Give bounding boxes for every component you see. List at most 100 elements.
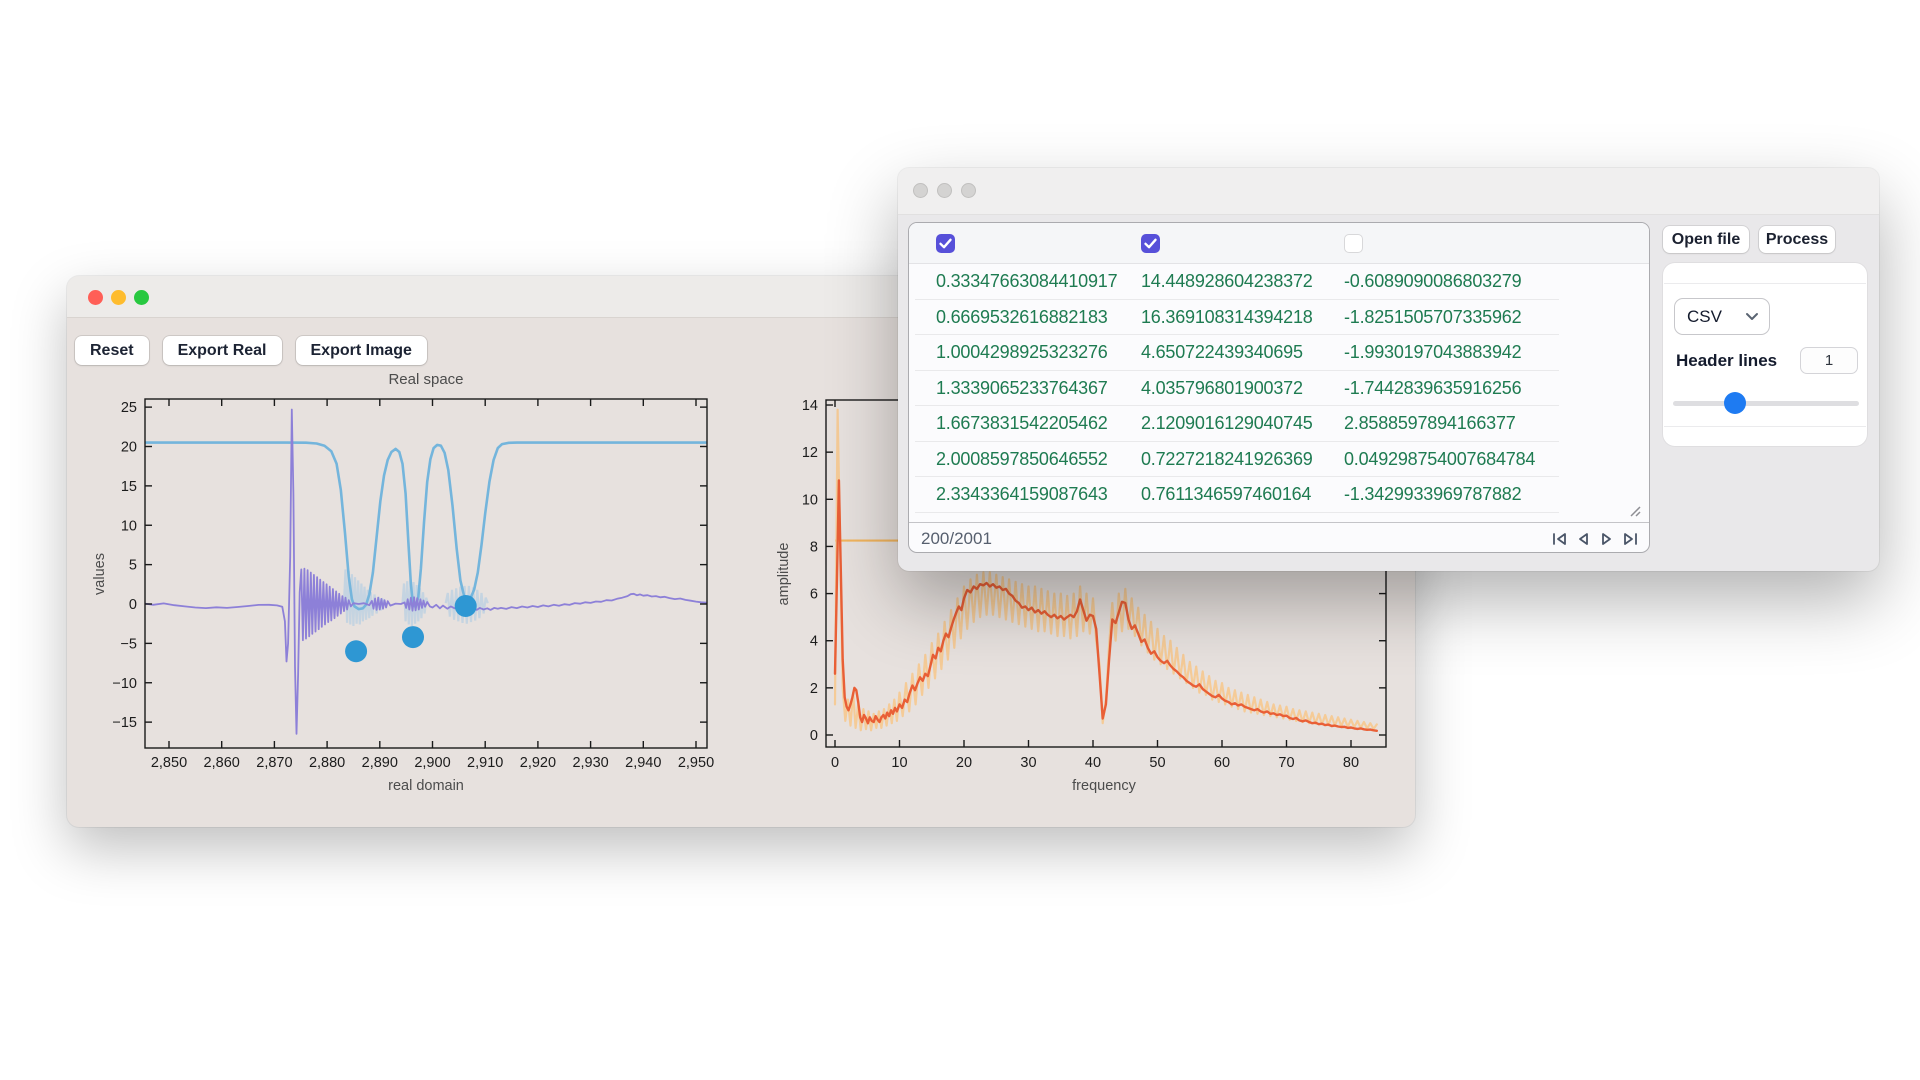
table-cell: -1.8251505707335962 xyxy=(1344,306,1522,327)
svg-text:−5: −5 xyxy=(120,636,137,652)
table-row[interactable]: 0.33347663084410917 14.448928604238372 -0.… xyxy=(909,264,1649,300)
import-options-card: CSV Header lines xyxy=(1663,263,1867,446)
table-cell: 0.33347663084410917 xyxy=(936,271,1118,292)
svg-text:2,880: 2,880 xyxy=(309,755,345,771)
table-cell: 0.6669532616882183 xyxy=(936,306,1108,327)
header-lines-input[interactable] xyxy=(1800,347,1858,374)
data-window: 0.33347663084410917 14.448928604238372 -0.… xyxy=(898,168,1879,571)
row-divider xyxy=(915,511,1559,513)
series-envelope xyxy=(145,441,707,611)
table-row[interactable]: 1.0004298925323276 4.650722439340695 -1.99… xyxy=(909,335,1649,371)
svg-text:2,870: 2,870 xyxy=(256,755,292,771)
slider-thumb[interactable] xyxy=(1724,392,1746,414)
table-cell: -1.3429933969787882 xyxy=(1344,484,1522,505)
header-lines-label: Header lines xyxy=(1676,351,1778,370)
table-row[interactable]: 2.0008597850646552 0.7227218241926369 0.04… xyxy=(909,442,1649,477)
table-cell: 14.448928604238372 xyxy=(1141,271,1313,292)
data-point-marker xyxy=(402,626,425,649)
table-cell: 2.1209016129040745 xyxy=(1141,413,1313,434)
svg-text:20: 20 xyxy=(121,440,137,456)
next-page-icon[interactable] xyxy=(1599,531,1614,547)
format-select[interactable]: CSV xyxy=(1674,298,1770,335)
prev-page-icon[interactable] xyxy=(1576,531,1591,547)
process-button[interactable]: Process xyxy=(1759,226,1835,253)
table-row[interactable]: 2.3343364159087643 0.7611346597460164 -1.3… xyxy=(909,477,1649,513)
row-divider xyxy=(915,405,1559,406)
export-image-button[interactable]: Export Image xyxy=(295,336,427,365)
table-cell: -0.6089090086803279 xyxy=(1344,271,1522,292)
svg-text:0: 0 xyxy=(129,597,137,613)
column-checkbox-row xyxy=(909,223,1649,264)
svg-text:25: 25 xyxy=(121,400,137,416)
svg-text:80: 80 xyxy=(1343,755,1359,771)
svg-text:10: 10 xyxy=(121,518,137,534)
card-divider xyxy=(1664,426,1866,427)
real-space-chart: 2,850 2,860 2,870 2,880 2,890 2,900 2,910 2,920… xyxy=(92,371,714,794)
svg-text:10: 10 xyxy=(891,755,907,771)
table-cell: 4.035796801900372 xyxy=(1141,377,1303,398)
table-cell: 4.650722439340695 xyxy=(1141,342,1303,363)
data-point-marker xyxy=(345,640,368,663)
table-rows: 0.33347663084410917 14.448928604238372 -0.… xyxy=(909,264,1649,513)
svg-text:0: 0 xyxy=(831,755,839,771)
table-row[interactable]: 1.3339065233764367 4.035796801900372 -1.74… xyxy=(909,371,1649,406)
chevron-down-icon xyxy=(1746,313,1758,320)
svg-text:0: 0 xyxy=(810,728,818,744)
table-row[interactable]: 0.6669532616882183 16.369108314394218 -1.8… xyxy=(909,300,1649,335)
header-lines-slider[interactable] xyxy=(1673,392,1859,414)
table-cell: 16.369108314394218 xyxy=(1141,306,1313,327)
data-window-titlebar[interactable] xyxy=(898,168,1879,215)
svg-text:5: 5 xyxy=(129,558,137,574)
first-page-icon[interactable] xyxy=(1551,531,1568,547)
table-cell: 0.7611346597460164 xyxy=(1141,484,1312,505)
maximize-icon[interactable] xyxy=(961,183,976,198)
last-page-icon[interactable] xyxy=(1622,531,1639,547)
y-axis-label: amplitude xyxy=(776,543,792,606)
column-checkbox[interactable] xyxy=(936,234,955,253)
svg-text:6: 6 xyxy=(810,587,818,603)
svg-text:20: 20 xyxy=(956,755,972,771)
series-signal xyxy=(145,408,707,735)
series-smoothed xyxy=(833,479,1379,732)
export-real-button[interactable]: Export Real xyxy=(162,336,282,365)
svg-text:2: 2 xyxy=(810,681,818,697)
minimize-icon[interactable] xyxy=(111,290,126,305)
format-select-value: CSV xyxy=(1687,306,1722,326)
pager-nav xyxy=(1551,523,1639,552)
table-cell: 0.7227218241926369 xyxy=(1141,448,1313,469)
svg-text:2,950: 2,950 xyxy=(678,755,714,771)
svg-text:70: 70 xyxy=(1278,755,1294,771)
close-icon[interactable] xyxy=(913,183,928,198)
chart-title: Real space xyxy=(388,371,463,388)
reset-button[interactable]: Reset xyxy=(75,336,149,365)
svg-text:2,860: 2,860 xyxy=(204,755,240,771)
svg-text:60: 60 xyxy=(1214,755,1230,771)
card-divider xyxy=(1664,283,1866,284)
table-cell: 1.6673831542205462 xyxy=(936,413,1108,434)
resize-grip-icon[interactable] xyxy=(1625,504,1641,517)
svg-text:2,940: 2,940 xyxy=(625,755,661,771)
column-checkbox[interactable] xyxy=(1141,234,1160,253)
frequency-chart: 0 10 20 30 40 50 60 70 80 0 2 4 6 8 10 12 14 frequency amp… xyxy=(776,398,1387,794)
table-cell: -1.9930197043883942 xyxy=(1344,342,1522,363)
close-icon[interactable] xyxy=(88,290,103,305)
svg-text:10: 10 xyxy=(802,492,818,508)
row-divider xyxy=(915,369,1559,371)
column-checkbox[interactable] xyxy=(1344,234,1363,253)
table-row[interactable]: 1.6673831542205462 2.1209016129040745 2.85… xyxy=(909,406,1649,442)
minimize-icon[interactable] xyxy=(937,183,952,198)
svg-text:14: 14 xyxy=(802,398,818,414)
row-divider xyxy=(915,334,1559,335)
table-footer: 200/2001 xyxy=(909,522,1649,552)
x-axis-label: frequency xyxy=(1072,778,1136,794)
data-point-marker xyxy=(454,594,477,617)
row-divider xyxy=(915,476,1559,477)
plot-toolbar: Reset Export Real Export Image xyxy=(75,336,427,365)
pager-position: 200/2001 xyxy=(921,528,992,548)
svg-text:2,910: 2,910 xyxy=(467,755,503,771)
svg-text:2,930: 2,930 xyxy=(572,755,608,771)
maximize-icon[interactable] xyxy=(134,290,149,305)
svg-text:15: 15 xyxy=(121,479,137,495)
svg-text:50: 50 xyxy=(1149,755,1165,771)
open-file-button[interactable]: Open file xyxy=(1663,226,1749,253)
